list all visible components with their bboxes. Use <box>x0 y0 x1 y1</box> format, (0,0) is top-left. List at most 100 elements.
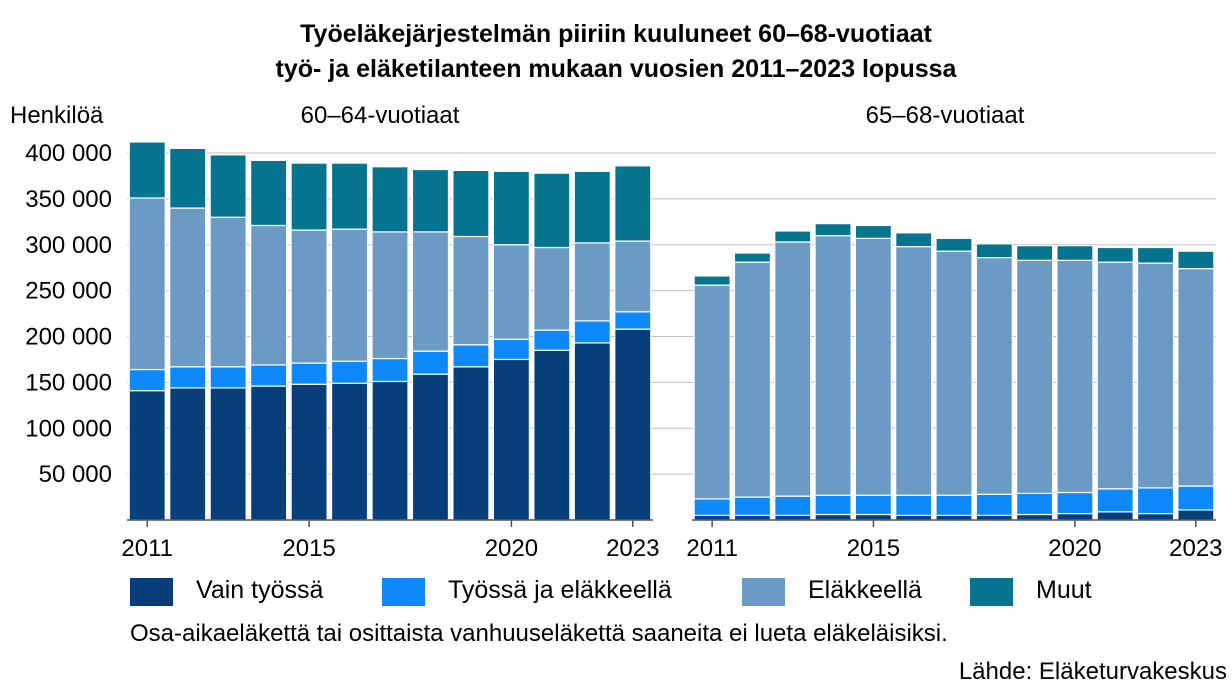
bar-segment <box>935 250 973 496</box>
bar-segment <box>533 349 571 521</box>
bar-segment <box>614 165 652 242</box>
legend-label-tyossa-ja-elakkeella: Työssä ja eläkkeellä <box>448 576 672 604</box>
y-axis-ticks: 50 000 100 000 150 000 200 000 250 000 300 00… <box>25 140 112 488</box>
bar-segment <box>854 513 892 521</box>
bar-segment <box>452 366 490 521</box>
bar-segment <box>330 382 369 521</box>
bar-segment <box>854 224 892 239</box>
bar-segment <box>573 170 611 244</box>
x-tick-label: 2011 <box>686 535 738 562</box>
bar-segment <box>814 223 852 237</box>
y-tick-label: 350 000 <box>25 186 112 213</box>
bar-segment <box>411 350 450 375</box>
bar-segment <box>975 493 1013 517</box>
bar-segment <box>1016 492 1054 516</box>
bar-segment <box>411 168 450 233</box>
bar-segment <box>169 147 207 209</box>
bar-segment <box>169 207 207 368</box>
x-tick-label: 2023 <box>1169 535 1222 562</box>
bar-segment <box>371 380 409 521</box>
legend-swatch-muut <box>970 578 1013 606</box>
y-tick-label: 50 000 <box>39 461 112 488</box>
bar-segment <box>854 237 892 496</box>
bar-segment <box>975 256 1013 495</box>
bar-segment <box>1177 250 1215 270</box>
bar-segment <box>1016 245 1054 261</box>
bar-segment <box>1056 512 1094 521</box>
bar-segment <box>330 360 369 384</box>
bar-segment <box>128 197 166 371</box>
bar-segment <box>250 364 288 387</box>
bar-segment <box>733 252 772 263</box>
bar-segment <box>452 344 490 368</box>
bar-segment <box>854 494 892 516</box>
bar-segment <box>1096 511 1134 521</box>
bar-segment <box>492 244 530 340</box>
bar-segment <box>209 366 247 389</box>
bar-segment <box>614 311 652 330</box>
legend-label-elakkeella: Eläkkeellä <box>808 576 922 604</box>
y-tick-label: 200 000 <box>25 324 112 351</box>
x-tick-label: 2015 <box>282 535 335 562</box>
source-credit: Lähde: Eläketurvakeskus <box>958 658 1227 685</box>
bar-segment <box>1096 488 1134 513</box>
bar-segment <box>411 231 450 352</box>
legend-swatch-elakkeella <box>742 578 785 606</box>
bar-segment <box>1177 485 1215 511</box>
x-tick-label: 2015 <box>847 535 900 562</box>
bar-segment <box>492 338 530 361</box>
bar-segment <box>573 242 611 322</box>
bar-segment <box>1177 509 1215 521</box>
bar-segment <box>492 170 530 246</box>
bar-segment <box>614 240 652 313</box>
legend-label-vain-tyossa: Vain työssä <box>196 576 324 604</box>
y-tick-label: 300 000 <box>25 232 112 259</box>
bar-segment <box>975 243 1013 259</box>
bar-segment <box>533 329 571 351</box>
panel-label-65-68: 65–68-vuotiaat <box>866 102 1025 129</box>
bar-segment <box>290 362 328 385</box>
bar-segment <box>814 513 852 521</box>
legend: Vain työssä Työssä ja eläkkeellä Eläkkee… <box>130 572 1220 612</box>
bar-segment <box>1056 259 1094 494</box>
bar-segment <box>371 231 409 360</box>
bar-segment <box>614 328 652 521</box>
bar-segment <box>169 366 207 389</box>
bar-segment <box>330 228 369 362</box>
y-tick-label: 150 000 <box>25 369 112 396</box>
bar-segment <box>774 495 812 517</box>
bar-segment <box>411 373 450 521</box>
bars <box>128 141 1215 521</box>
x-tick-label: 2020 <box>485 535 538 562</box>
bar-segment <box>330 162 369 230</box>
bar-segment <box>774 241 812 497</box>
bar-segment <box>290 162 328 231</box>
bar-segment <box>693 284 731 500</box>
bar-segment <box>693 498 731 517</box>
bar-segment <box>814 494 852 516</box>
bar-segment <box>1056 245 1094 261</box>
y-tick-label: 400 000 <box>25 140 112 167</box>
chart-subtitle: työ- ja eläketilanteen mukaan vuosien 20… <box>276 55 958 83</box>
bar-segment <box>452 169 490 238</box>
bar-segment <box>1016 259 1054 494</box>
bar-segment <box>895 232 933 248</box>
legend-label-muut: Muut <box>1036 576 1092 604</box>
bar-segment <box>250 159 288 227</box>
bar-segment <box>128 368 166 392</box>
bar-segment <box>1136 512 1175 521</box>
footnote: Osa-aikaeläkettä tai osittaista vanhuuse… <box>130 620 948 647</box>
x-tick-label: 2020 <box>1048 535 1101 562</box>
y-tick-label: 250 000 <box>25 278 112 305</box>
bar-segment <box>209 154 247 218</box>
bar-segment <box>733 496 772 517</box>
x-tick-label: 2011 <box>121 535 173 562</box>
bar-segment <box>209 387 247 521</box>
bar-segment <box>573 320 611 344</box>
x-tick-label: 2023 <box>606 535 659 562</box>
bar-segment <box>371 166 409 233</box>
bar-segment <box>895 494 933 517</box>
bar-segment <box>1136 246 1175 264</box>
y-axis-label: Henkilöä <box>10 102 104 129</box>
bar-segment <box>452 235 490 346</box>
